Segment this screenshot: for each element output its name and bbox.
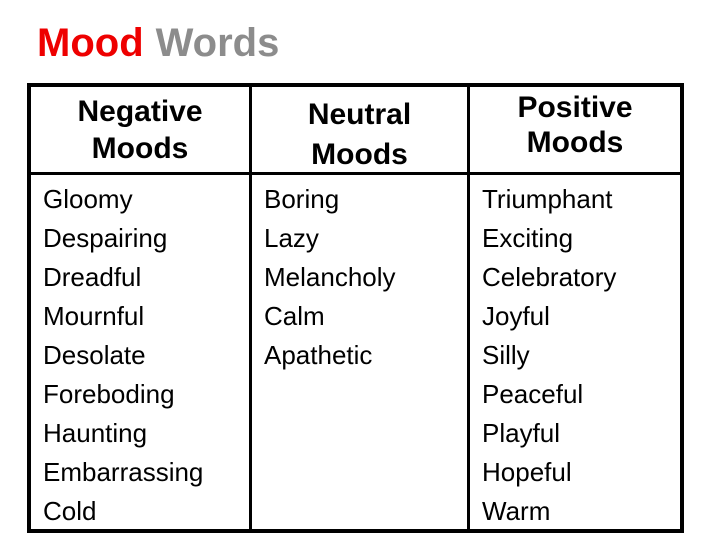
word-item: Playful	[482, 418, 561, 448]
word-item: Apathetic	[264, 340, 373, 370]
word-item: Dreadful	[43, 262, 142, 292]
word-item: Desolate	[43, 340, 146, 370]
word-item: Foreboding	[43, 379, 175, 409]
header-negative-moods: Negative Moods	[31, 87, 252, 175]
word-item: Despairing	[43, 223, 168, 253]
word-item: Celebratory	[482, 262, 617, 292]
word-item: Boring	[264, 184, 340, 214]
word-item: Cold	[43, 496, 97, 526]
header-positive-moods: Positive Moods	[470, 87, 680, 175]
header-negative-line1: Negative	[77, 95, 203, 128]
word-item: Embarrassing	[43, 457, 204, 487]
header-positive-line1: Positive	[517, 91, 633, 124]
title-word-words: Words	[155, 21, 280, 65]
mood-words-table: Negative Moods Neutral Moods Positive Mo…	[27, 83, 684, 533]
page-title: Mood Words	[37, 21, 279, 65]
word-item: Lazy	[264, 223, 319, 253]
header-negative-line2: Moods	[91, 132, 189, 165]
word-item: Warm	[482, 496, 551, 526]
header-neutral-moods: Neutral Moods	[252, 87, 470, 175]
word-item: Melancholy	[264, 262, 396, 292]
word-item: Triumphant	[482, 184, 613, 214]
header-neutral-line1: Neutral	[307, 98, 412, 131]
word-item: Haunting	[43, 418, 148, 448]
word-item: Calm	[264, 301, 325, 331]
positive-words-cell: Triumphant Exciting Celebratory Joyful Silly…	[470, 175, 680, 529]
word-item: Gloomy	[43, 184, 133, 214]
word-item: Silly	[482, 340, 530, 370]
word-item: Exciting	[482, 223, 574, 253]
word-item: Mournful	[43, 301, 145, 331]
title-word-mood: Mood	[37, 21, 144, 65]
header-positive-line2: Moods	[526, 126, 624, 159]
header-neutral-line2: Moods	[311, 138, 408, 171]
word-item: Peaceful	[482, 379, 584, 409]
word-item: Hopeful	[482, 457, 572, 487]
negative-words-cell: Gloomy Despairing Dreadful Mournful Desolate…	[31, 175, 252, 529]
word-item: Joyful	[482, 301, 550, 331]
neutral-words-cell: Boring Lazy Melancholy Calm Apathetic	[252, 175, 470, 529]
